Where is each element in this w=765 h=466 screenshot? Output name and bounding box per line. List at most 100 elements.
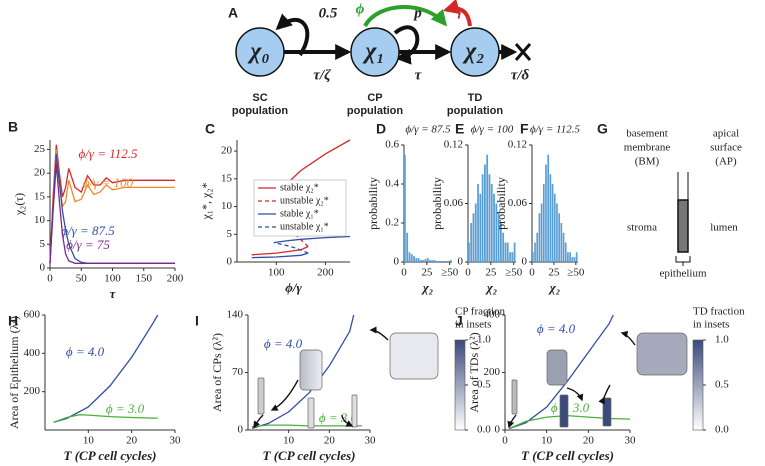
bar <box>502 232 505 262</box>
y-tick-label: 10 <box>221 200 233 212</box>
x-tick-label: 0 <box>47 273 53 285</box>
y-axis-title: probability <box>430 177 444 230</box>
bar <box>436 261 438 262</box>
bar <box>477 184 479 262</box>
y-tick-label: 0 <box>227 256 233 268</box>
y-tick-label: 20 <box>221 145 233 157</box>
x-tick-label: 30 <box>170 435 182 447</box>
colorbar <box>692 339 704 431</box>
node-circle <box>350 27 400 77</box>
y-axis-title: Area of CPs (λ²) <box>210 333 224 412</box>
bar <box>406 232 409 262</box>
y-tick-label: 140 <box>227 309 244 321</box>
population-label: population <box>232 105 288 117</box>
node-label: χ₂ <box>462 39 485 65</box>
bar <box>424 259 427 262</box>
chart-title: ϕ/γ = 112.5 <box>530 124 580 136</box>
g-label: epithelium <box>659 268 706 280</box>
bar <box>551 184 554 262</box>
bar <box>426 258 429 262</box>
y-tick-label: 20 <box>34 167 46 179</box>
g-label: stroma <box>627 222 657 234</box>
bar <box>417 258 420 262</box>
bar <box>536 232 539 262</box>
bar <box>569 252 571 262</box>
y-tick-label: 0.06 <box>444 197 464 209</box>
colorbar-tick-label: 0.5 <box>477 379 491 391</box>
y-tick-label: 15 <box>221 172 233 184</box>
y-tick-label: 10 <box>34 214 46 226</box>
bar <box>442 261 445 262</box>
inset-shape <box>636 332 688 376</box>
bar <box>540 203 543 262</box>
y-tick-label: 0.12 <box>444 139 463 151</box>
colorbar-title: in insets <box>455 319 491 331</box>
panel-label: F <box>520 121 529 137</box>
bar <box>575 252 578 262</box>
x-tick-label: 20 <box>126 435 138 447</box>
inset-arrow <box>253 414 264 429</box>
y-tick-label: 0 <box>522 256 528 268</box>
y-axis-title: probability <box>366 177 380 230</box>
bar <box>549 174 552 262</box>
y-axis-title: Area of TDs (λ²) <box>467 332 481 412</box>
bar <box>488 174 491 262</box>
bar <box>532 252 534 262</box>
series-line <box>49 163 175 264</box>
node-circle <box>450 27 500 77</box>
x-tick-label: ≥50 <box>441 267 459 279</box>
bar <box>413 256 415 262</box>
bar <box>440 261 443 262</box>
bar <box>415 258 418 262</box>
x-axis-title: χ₂ <box>548 280 561 295</box>
inset-arrow <box>598 384 611 405</box>
x-tick-label: 150 <box>136 273 153 285</box>
node-label: χ₀ <box>247 39 270 65</box>
x-axis-title: T (CP cell cycles) <box>521 448 614 463</box>
bar <box>556 203 558 262</box>
inset-shape <box>351 394 358 428</box>
bar <box>447 261 450 262</box>
y-tick-label: 0.6 <box>385 139 399 151</box>
diagram-g: G basement membrane (BM) apical surface … <box>597 121 742 280</box>
edge-label: ϕ <box>356 1 365 17</box>
inset-arrow <box>566 387 584 402</box>
series-line <box>53 314 159 423</box>
bar <box>571 257 574 262</box>
bar <box>495 203 498 262</box>
arrows <box>275 0 532 65</box>
inset-arrow <box>369 326 389 341</box>
g-label: basement <box>626 128 668 140</box>
population-label: TD <box>468 92 483 104</box>
series-line <box>273 241 309 254</box>
y-axis-title: Area of Epithelium (λ²) <box>7 316 21 429</box>
bar <box>504 242 507 262</box>
series-line <box>508 314 614 430</box>
inset-shape <box>602 397 612 427</box>
inset-shape <box>389 332 439 380</box>
panel-label: B <box>8 119 18 135</box>
x-tick-label: 10 <box>83 435 95 447</box>
panel-label: D <box>376 121 386 137</box>
series-label: ϕ = 3.0 <box>551 400 590 415</box>
y-tick-label: 0 <box>495 424 501 436</box>
inset-arrow <box>620 330 636 346</box>
bar <box>481 174 484 262</box>
y-tick-label: 5 <box>227 228 233 240</box>
chart-title: ϕ/γ = 100 <box>471 124 514 136</box>
y-tick-label: 200 <box>24 385 41 397</box>
g-label: apical <box>713 128 739 140</box>
arrow <box>275 13 310 57</box>
x-tick-label: 0 <box>465 267 471 279</box>
g-label: (BM) <box>635 156 660 168</box>
g-label: (AP) <box>715 156 737 168</box>
chart-title: ϕ/γ = 87.5 <box>405 124 451 136</box>
inset-shape <box>546 349 568 386</box>
y-tick-label: 70 <box>232 366 244 378</box>
edge-label: p <box>412 5 422 21</box>
y-tick-label: 0 <box>238 424 244 436</box>
bar <box>410 254 413 262</box>
y-tick-label: 400 <box>24 347 41 359</box>
bar <box>490 184 493 262</box>
